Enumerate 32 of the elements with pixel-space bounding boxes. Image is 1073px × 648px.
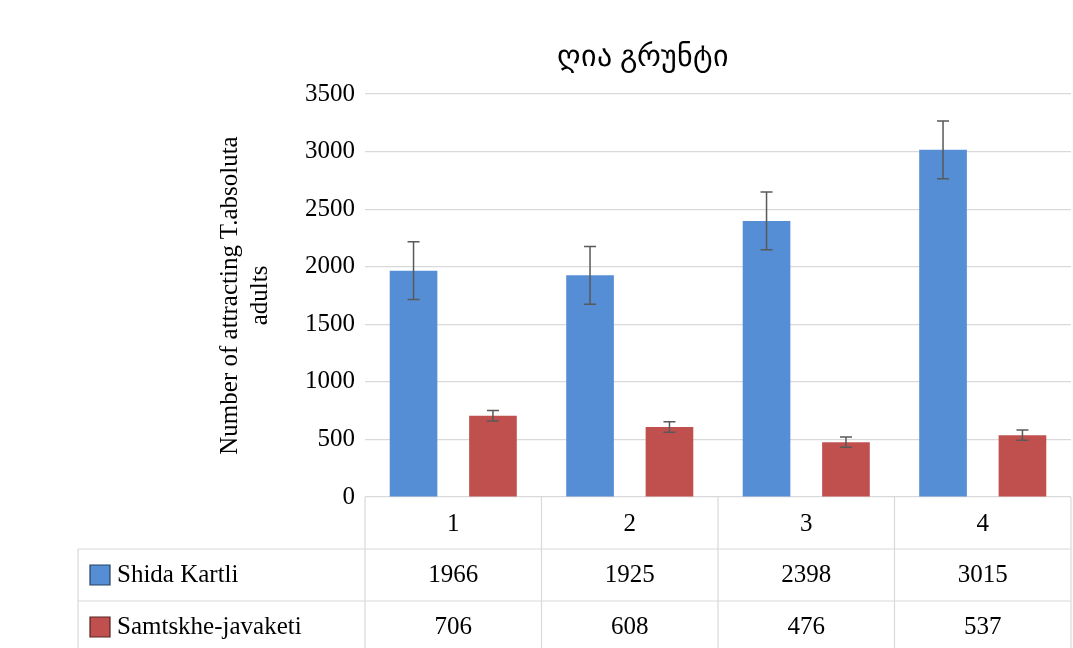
bar xyxy=(742,220,791,497)
y-tick-label: 500 xyxy=(317,423,355,451)
x-tick-label: 2 xyxy=(623,508,636,536)
y-axis-title: Number of attracting T.absoluta adults xyxy=(214,136,272,455)
data-label: 476 xyxy=(787,611,825,639)
y-tick-label: 3500 xyxy=(305,78,355,106)
legend-label: Shida Kartli xyxy=(117,559,239,587)
bar xyxy=(469,415,517,497)
bar xyxy=(566,275,614,497)
bar xyxy=(998,435,1047,497)
data-label: 3015 xyxy=(957,559,1008,587)
data-label: 608 xyxy=(611,611,649,639)
chart-title: ღია გრუნტი xyxy=(557,38,729,74)
bar xyxy=(919,149,967,497)
y-tick-label: 1500 xyxy=(305,308,355,336)
y-tick-label: 3000 xyxy=(305,136,355,164)
y-tick-label: 2500 xyxy=(305,193,355,221)
bar xyxy=(645,426,694,497)
y-tick-label: 2000 xyxy=(305,251,355,279)
data-label: 1925 xyxy=(604,559,655,587)
data-label: 2398 xyxy=(781,559,832,587)
bar xyxy=(822,442,870,497)
y-tick-label: 0 xyxy=(342,481,355,509)
data-label: 537 xyxy=(964,611,1002,639)
x-tick-label: 3 xyxy=(800,508,813,536)
x-tick-label: 4 xyxy=(976,508,990,536)
x-tick-label: 1 xyxy=(447,508,460,536)
bar xyxy=(389,270,438,497)
data-label: 1966 xyxy=(428,559,479,587)
data-label: 706 xyxy=(434,611,472,639)
y-tick-label: 1000 xyxy=(305,366,355,394)
legend-label: Samtskhe-javaketi xyxy=(117,611,302,639)
